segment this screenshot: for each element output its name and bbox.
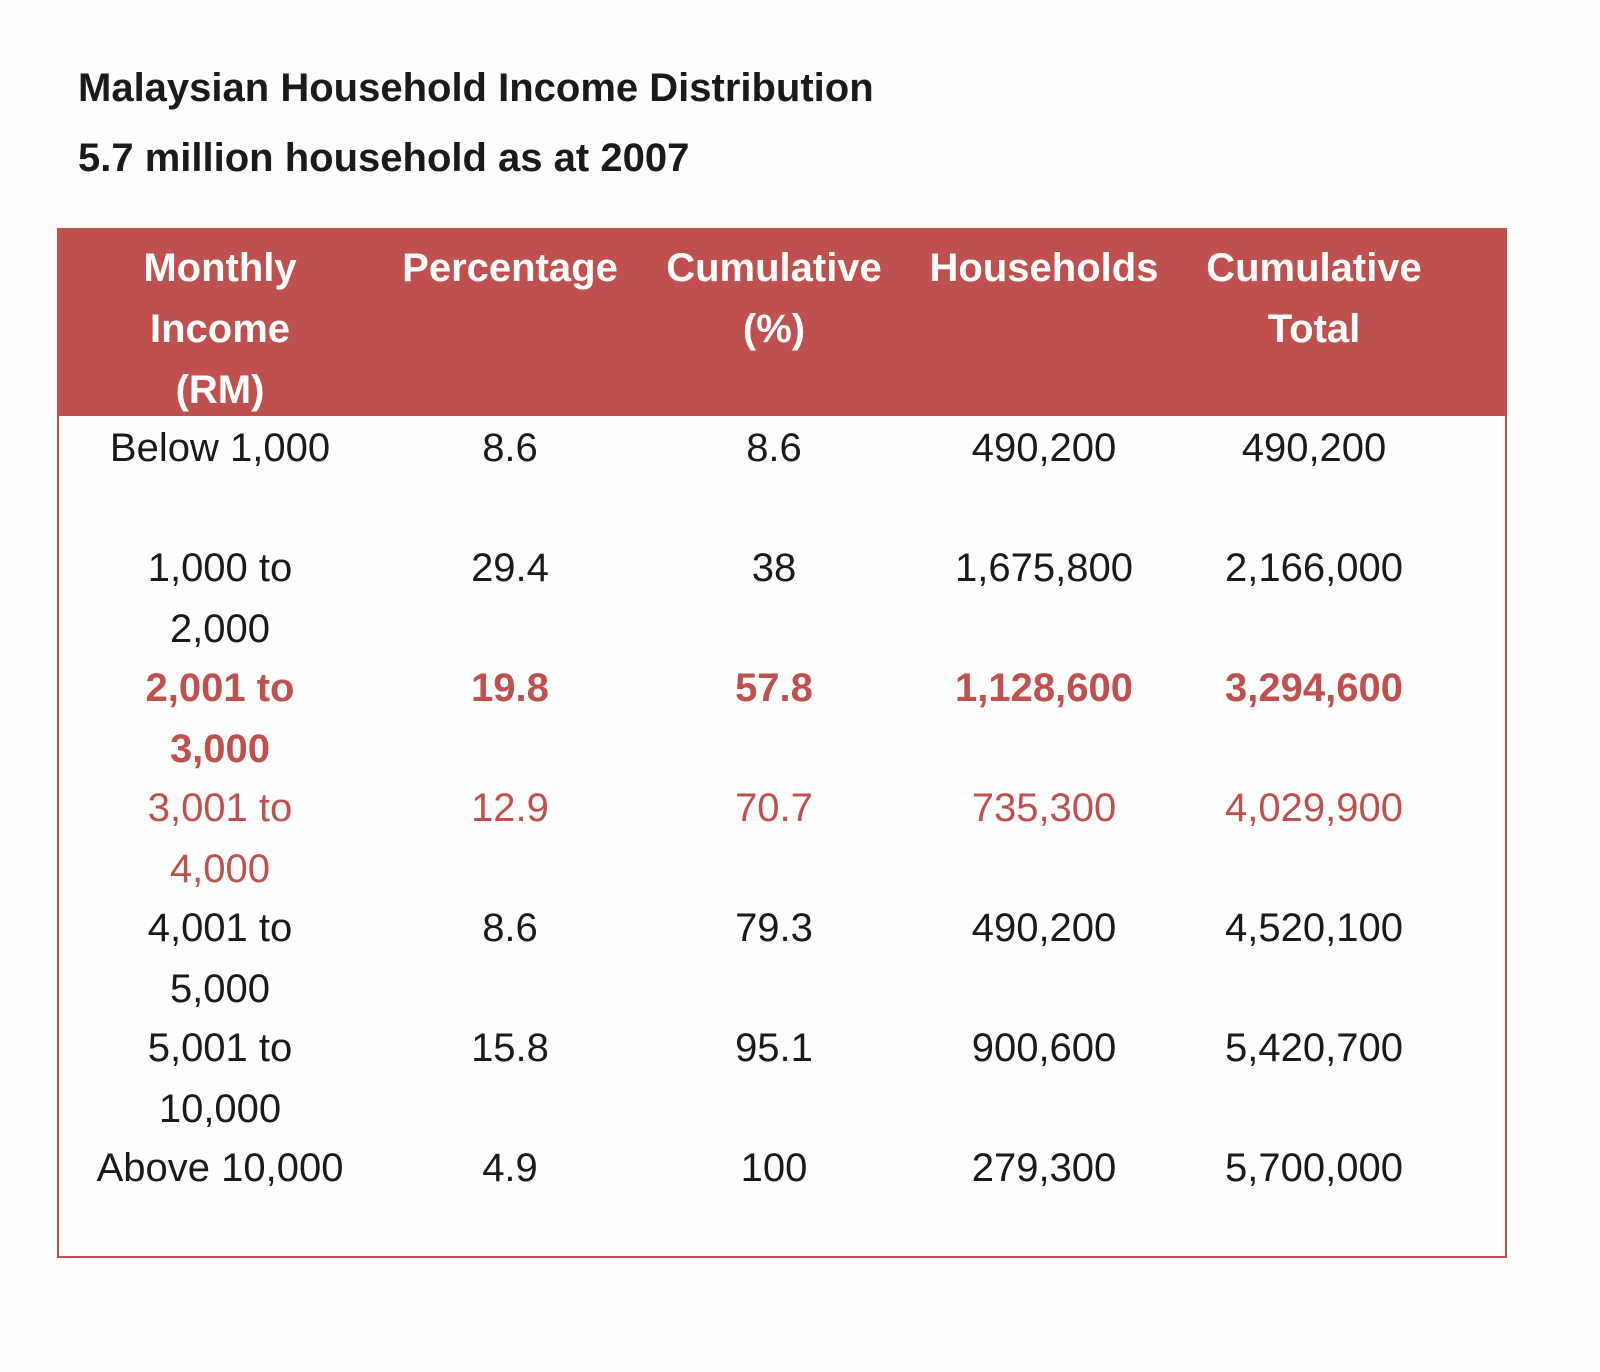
cumulative-total-cell: 3,294,600 xyxy=(1225,666,1403,710)
income-table: Monthly Income (RM) Percentage Cumulativ… xyxy=(57,228,1507,1258)
income-cell: Above 10,000 xyxy=(96,1146,344,1190)
cumulative-total-cell: 490,200 xyxy=(1241,426,1387,470)
income-cell: 5,001 to 10,000 xyxy=(147,1026,293,1131)
income-cell: 1,000 to 2,000 xyxy=(147,546,293,651)
households-cell: 735,300 xyxy=(971,786,1117,830)
cumulative-total-cell: 4,029,900 xyxy=(1225,786,1403,830)
header-cumulative-percent: Cumulative (%) xyxy=(666,246,882,351)
percentage-cell: 19.8 xyxy=(471,666,549,710)
income-cell: 4,001 to 5,000 xyxy=(147,906,293,1011)
percentage-cell: 4.9 xyxy=(482,1146,538,1190)
income-cell: 3,001 to 4,000 xyxy=(147,786,293,891)
header-cumulative-total: Cumulative Total xyxy=(1206,246,1422,351)
cumulative-percent-cell: 8.6 xyxy=(746,426,802,470)
cumulative-percent-cell: 79.3 xyxy=(735,906,813,950)
income-cell: 2,001 to 3,000 xyxy=(145,666,295,771)
percentage-cell: 8.6 xyxy=(482,906,538,950)
header-monthly-income: Monthly Income (RM) xyxy=(143,246,297,412)
cumulative-total-cell: 5,420,700 xyxy=(1225,1026,1403,1070)
percentage-cell: 29.4 xyxy=(471,546,549,590)
cumulative-percent-cell: 70.7 xyxy=(735,786,813,830)
households-cell: 279,300 xyxy=(971,1146,1117,1190)
cumulative-percent-cell: 38 xyxy=(751,546,797,590)
percentage-cell: 12.9 xyxy=(471,786,549,830)
header-percentage: Percentage xyxy=(402,246,618,290)
table-header: Monthly Income (RM) Percentage Cumulativ… xyxy=(59,230,1505,416)
page-subtitle: 5.7 million household as at 2007 xyxy=(78,136,690,180)
header-households: Households xyxy=(929,246,1159,290)
cumulative-percent-cell: 57.8 xyxy=(735,666,813,710)
percentage-cell: 8.6 xyxy=(482,426,538,470)
percentage-cell: 15.8 xyxy=(471,1026,549,1070)
cumulative-total-cell: 5,700,000 xyxy=(1225,1146,1403,1190)
cumulative-total-cell: 4,520,100 xyxy=(1225,906,1403,950)
income-cell: Below 1,000 xyxy=(109,426,331,470)
page-title: Malaysian Household Income Distribution xyxy=(78,66,874,110)
households-cell: 1,675,800 xyxy=(955,546,1133,590)
households-cell: 1,128,600 xyxy=(955,666,1133,710)
cumulative-percent-cell: 95.1 xyxy=(735,1026,813,1070)
households-cell: 900,600 xyxy=(971,1026,1117,1070)
households-cell: 490,200 xyxy=(971,426,1117,470)
households-cell: 490,200 xyxy=(971,906,1117,950)
cumulative-total-cell: 2,166,000 xyxy=(1225,546,1403,590)
cumulative-percent-cell: 100 xyxy=(740,1146,808,1190)
